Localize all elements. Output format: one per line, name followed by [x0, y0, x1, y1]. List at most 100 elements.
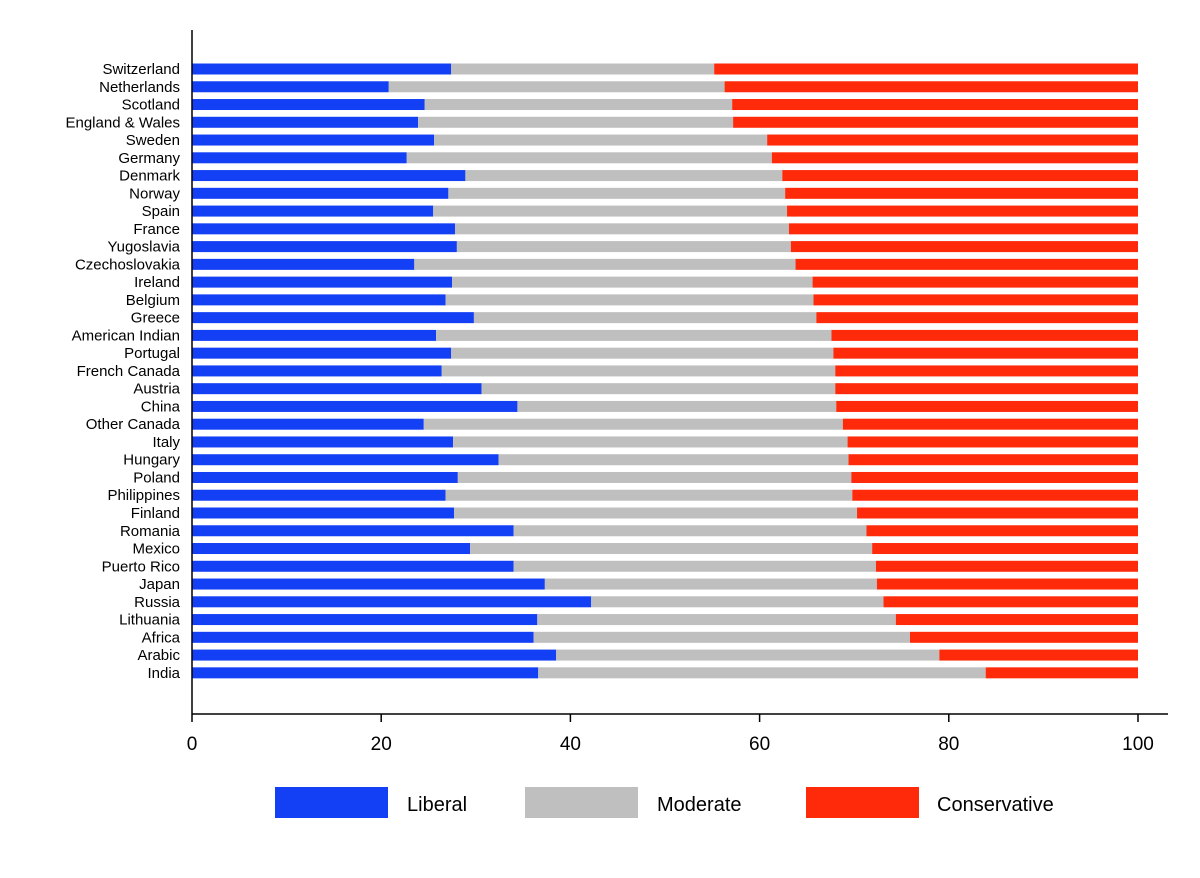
category-label: Portugal	[124, 345, 180, 362]
bar-moderate	[406, 152, 772, 164]
bar-conservative	[816, 312, 1138, 324]
bar-moderate	[434, 134, 768, 146]
bar-conservative	[795, 258, 1138, 270]
category-label: Russia	[134, 594, 181, 611]
bar-liberal	[192, 258, 415, 270]
bar-liberal	[192, 631, 534, 643]
bar-conservative	[836, 400, 1138, 412]
category-label: Philippines	[107, 487, 180, 504]
bar-conservative	[872, 543, 1138, 555]
bar-moderate	[433, 205, 788, 217]
bar-conservative	[875, 560, 1138, 572]
bar-moderate	[465, 170, 783, 182]
bar-moderate	[457, 471, 852, 483]
bar-liberal	[192, 596, 592, 608]
bar-moderate	[513, 525, 867, 537]
bar-conservative	[883, 596, 1138, 608]
bar-moderate	[452, 276, 813, 288]
bar-liberal	[192, 365, 442, 377]
category-label: Finland	[131, 505, 180, 522]
legend-label-conservative: Conservative	[937, 794, 1054, 816]
x-tick-label: 0	[187, 734, 198, 755]
bar-moderate	[498, 454, 849, 466]
category-label: Lithuania	[119, 612, 181, 629]
category-label: Norway	[129, 185, 180, 202]
bar-conservative	[985, 667, 1138, 679]
category-label: Italy	[152, 434, 180, 451]
category-label: Arabic	[137, 647, 180, 664]
bar-conservative	[831, 329, 1138, 341]
bar-conservative	[876, 578, 1138, 590]
bar-liberal	[192, 81, 389, 93]
category-label: Puerto Rico	[102, 558, 180, 575]
bar-moderate	[456, 241, 791, 253]
category-label: Poland	[133, 469, 180, 486]
bar-liberal	[192, 471, 458, 483]
bar-moderate	[533, 631, 911, 643]
bar-moderate	[448, 187, 786, 199]
bar-conservative	[787, 205, 1138, 217]
bar-moderate	[388, 81, 725, 93]
bar-moderate	[513, 560, 876, 572]
bar-conservative	[848, 454, 1138, 466]
bar-conservative	[812, 276, 1138, 288]
x-tick-label: 40	[560, 734, 581, 755]
bar-conservative	[733, 116, 1138, 128]
category-label: France	[133, 221, 180, 238]
bar-conservative	[852, 489, 1138, 501]
category-label: Japan	[139, 576, 180, 593]
bar-conservative	[835, 365, 1138, 377]
bar-liberal	[192, 578, 545, 590]
bar-liberal	[192, 418, 424, 430]
bar-conservative	[714, 63, 1138, 75]
bar-moderate	[453, 436, 848, 448]
category-label: Denmark	[119, 168, 180, 185]
bar-moderate	[556, 649, 940, 661]
bar-conservative	[851, 471, 1138, 483]
bar-liberal	[192, 187, 449, 199]
x-tick-label: 60	[749, 734, 770, 755]
bar-liberal	[192, 525, 514, 537]
bar-liberal	[192, 614, 538, 626]
category-label: French Canada	[77, 363, 181, 380]
category-label: Switzerland	[102, 61, 180, 78]
bar-liberal	[192, 543, 471, 555]
bar-conservative	[788, 223, 1138, 235]
category-label: China	[141, 398, 181, 415]
bar-moderate	[454, 223, 789, 235]
bar-liberal	[192, 294, 446, 306]
category-label: Mexico	[132, 541, 180, 558]
category-label: Netherlands	[99, 79, 180, 96]
bar-moderate	[451, 347, 834, 359]
bar-conservative	[866, 525, 1138, 537]
bar-conservative	[847, 436, 1138, 448]
legend-swatch-conservative	[806, 787, 919, 818]
bar-conservative	[939, 649, 1138, 661]
bar-conservative	[910, 631, 1138, 643]
x-tick-label: 100	[1122, 734, 1154, 755]
bar-conservative	[767, 134, 1138, 146]
bars-layer	[192, 63, 1138, 679]
bar-moderate	[451, 63, 715, 75]
category-label: Germany	[118, 150, 180, 167]
bar-moderate	[414, 258, 796, 270]
bar-moderate	[517, 400, 837, 412]
category-label: Austria	[133, 381, 180, 398]
bar-liberal	[192, 507, 455, 519]
bar-conservative	[895, 614, 1138, 626]
bar-conservative	[813, 294, 1138, 306]
bar-liberal	[192, 312, 474, 324]
bar-conservative	[785, 187, 1138, 199]
bar-moderate	[418, 116, 734, 128]
bar-moderate	[473, 312, 817, 324]
legend-label-moderate: Moderate	[657, 794, 742, 816]
bar-liberal	[192, 667, 539, 679]
x-tick-label: 80	[938, 734, 959, 755]
legend-swatch-liberal	[275, 787, 388, 818]
category-label: Sweden	[126, 132, 180, 149]
category-label: Ireland	[134, 274, 180, 291]
bar-moderate	[454, 507, 858, 519]
category-label: Other Canada	[86, 416, 181, 433]
bar-liberal	[192, 436, 454, 448]
